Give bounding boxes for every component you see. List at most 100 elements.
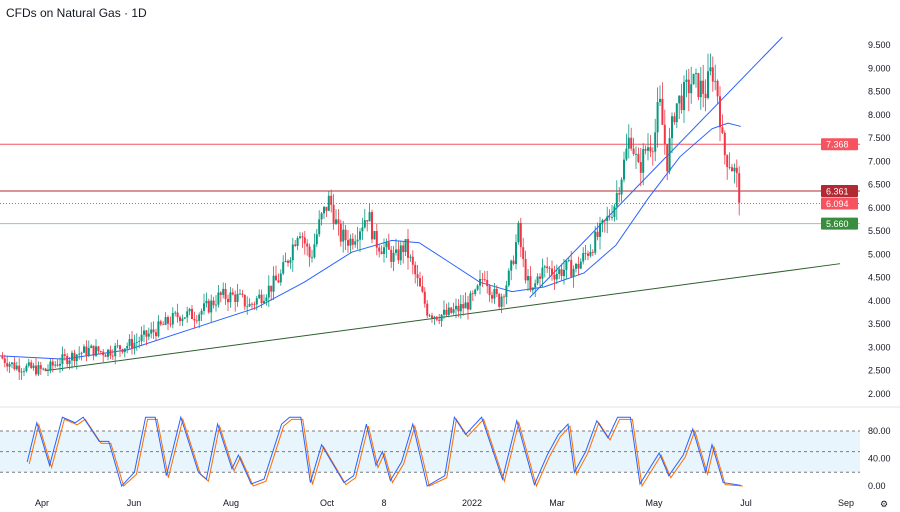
candle-up bbox=[625, 148, 628, 160]
candle-up bbox=[510, 260, 513, 271]
candle-down bbox=[109, 349, 112, 356]
candle-down bbox=[344, 229, 347, 241]
price-tick-label: 9.500 bbox=[868, 40, 891, 50]
candle-down bbox=[483, 279, 486, 281]
candle-up bbox=[222, 288, 225, 295]
time-tick-label: Jul bbox=[740, 498, 752, 508]
candle-up bbox=[476, 285, 479, 290]
level-price-label: 6.361 bbox=[826, 187, 849, 197]
candle-up bbox=[327, 195, 330, 211]
candle-up bbox=[517, 222, 520, 243]
candle-down bbox=[704, 93, 707, 98]
candle-down bbox=[207, 300, 210, 313]
candle-down bbox=[419, 278, 421, 287]
candle-up bbox=[627, 137, 630, 149]
candle-up bbox=[258, 294, 261, 299]
candle-up bbox=[385, 242, 388, 248]
price-tick-label: 6.000 bbox=[868, 203, 891, 213]
candle-down bbox=[227, 298, 229, 303]
candle-up bbox=[267, 285, 270, 298]
candle-down bbox=[457, 305, 460, 312]
candle-down bbox=[92, 345, 95, 356]
candle-down bbox=[577, 263, 580, 269]
candle-down bbox=[191, 308, 193, 319]
candle-up bbox=[678, 95, 681, 104]
candle-up bbox=[279, 273, 282, 283]
candle-up bbox=[395, 249, 397, 253]
candle-up bbox=[359, 231, 361, 240]
candle-up bbox=[54, 364, 57, 366]
candle-up bbox=[479, 278, 481, 286]
candle-down bbox=[546, 266, 549, 269]
candle-down bbox=[553, 274, 556, 280]
candle-down bbox=[303, 237, 306, 244]
candle-up bbox=[659, 98, 661, 103]
candle-up bbox=[507, 270, 510, 286]
candle-up bbox=[575, 263, 577, 269]
candle-up bbox=[183, 317, 186, 319]
candle-up bbox=[263, 300, 265, 304]
candle-down bbox=[351, 238, 354, 245]
candle-up bbox=[47, 369, 49, 371]
candle-down bbox=[596, 231, 599, 237]
candle-down bbox=[270, 285, 273, 292]
candle-down bbox=[421, 286, 424, 292]
candle-up bbox=[599, 223, 601, 237]
candle-up bbox=[536, 276, 539, 284]
candle-up bbox=[656, 102, 659, 133]
candle-up bbox=[464, 302, 467, 309]
candle-down bbox=[212, 300, 215, 306]
candle-down bbox=[121, 349, 124, 353]
candle-up bbox=[78, 353, 81, 355]
candle-up bbox=[692, 74, 695, 85]
candle-down bbox=[155, 332, 157, 337]
level-price-label: 6.094 bbox=[826, 199, 849, 209]
candle-down bbox=[426, 303, 429, 316]
time-tick-label: Apr bbox=[35, 498, 49, 508]
uptrend-trendline bbox=[529, 36, 783, 299]
candle-down bbox=[721, 127, 724, 133]
candle-down bbox=[167, 317, 169, 324]
candle-down bbox=[306, 243, 309, 247]
candle-down bbox=[366, 220, 369, 222]
candle-up bbox=[452, 309, 455, 313]
candle-up bbox=[95, 346, 97, 356]
candle-up bbox=[217, 292, 220, 305]
candle-down bbox=[51, 361, 54, 366]
candle-down bbox=[423, 291, 426, 304]
candle-down bbox=[560, 269, 563, 277]
candle-up bbox=[373, 231, 376, 240]
candle-up bbox=[714, 80, 717, 82]
candle-down bbox=[431, 315, 433, 318]
candle-up bbox=[143, 330, 145, 335]
candle-up bbox=[68, 360, 71, 364]
candle-down bbox=[277, 280, 280, 283]
candle-down bbox=[56, 364, 59, 366]
candle-down bbox=[251, 303, 253, 305]
candle-up bbox=[440, 314, 443, 321]
candle-up bbox=[284, 260, 287, 263]
candle-up bbox=[272, 275, 275, 292]
candle-down bbox=[6, 363, 9, 367]
level-price-badge bbox=[821, 138, 858, 151]
price-tick-label: 2.000 bbox=[868, 389, 891, 399]
settings-gear-icon[interactable]: ⚙ bbox=[880, 499, 888, 509]
candle-down bbox=[524, 259, 527, 281]
candle-down bbox=[680, 95, 683, 111]
candle-down bbox=[159, 321, 162, 325]
candle-down bbox=[539, 276, 541, 279]
candle-down bbox=[339, 223, 342, 242]
candle-up bbox=[527, 276, 529, 281]
candle-up bbox=[433, 316, 436, 318]
candle-down bbox=[260, 294, 263, 304]
candle-down bbox=[687, 79, 690, 94]
candle-down bbox=[231, 292, 234, 295]
candle-down bbox=[330, 195, 333, 205]
candle-up bbox=[282, 262, 285, 274]
candle-up bbox=[500, 296, 503, 307]
candle-down bbox=[663, 124, 666, 145]
candle-up bbox=[447, 307, 450, 315]
candle-up bbox=[239, 293, 241, 295]
candle-up bbox=[133, 342, 136, 349]
